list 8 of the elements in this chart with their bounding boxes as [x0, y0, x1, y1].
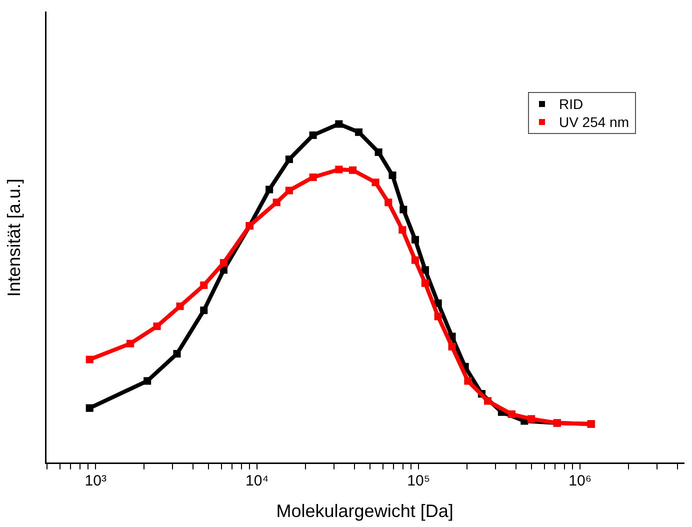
x-axis-title: Molekulargewicht [Da]: [276, 501, 454, 522]
x-tick-label: 10⁶: [568, 472, 592, 490]
x-tick-label: 10³: [84, 472, 106, 490]
legend-label: RID: [558, 95, 584, 113]
x-tick-label: 10⁴: [246, 472, 269, 490]
legend-label: UV 254 nm: [558, 113, 629, 131]
x-tick-label: 10⁵: [407, 472, 430, 490]
y-axis-title: Intensität [a.u.]: [4, 178, 24, 297]
